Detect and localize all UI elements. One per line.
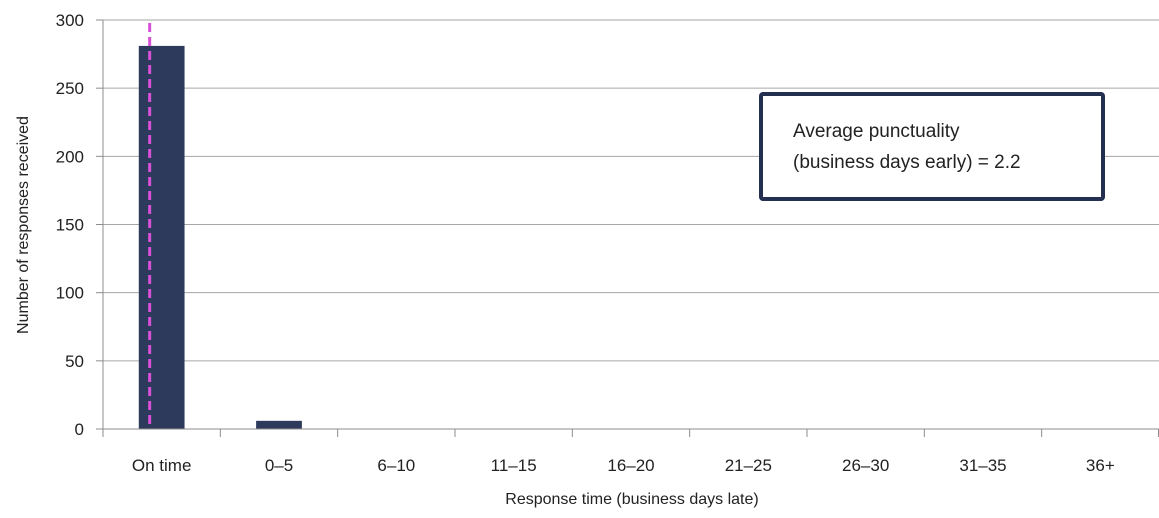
bar-1 bbox=[256, 420, 302, 429]
y-tick-label: 0 bbox=[75, 420, 84, 439]
y-tick-label: 50 bbox=[65, 352, 84, 371]
annotation-line-2: (business days early) = 2.2 bbox=[793, 152, 1021, 173]
y-tick-label: 250 bbox=[56, 79, 84, 98]
y-tick-labels: 0 50 100 150 200 250 300 bbox=[56, 11, 84, 439]
x-tick-label: 11–15 bbox=[491, 456, 537, 475]
bars bbox=[138, 45, 302, 430]
x-tick-label: On time bbox=[132, 456, 192, 475]
y-tick-label: 100 bbox=[56, 284, 84, 303]
x-axis-title: Response time (business days late) bbox=[505, 491, 758, 508]
x-tick-label: 21–25 bbox=[725, 456, 772, 475]
x-tick-label: 0–5 bbox=[265, 456, 293, 475]
annotation-box: Average punctuality (business days early… bbox=[759, 92, 1105, 201]
gridlines bbox=[103, 19, 1159, 362]
y-tick-label: 150 bbox=[56, 216, 84, 235]
x-tick-label: 31–35 bbox=[959, 456, 1006, 475]
y-tick-label: 300 bbox=[56, 11, 84, 30]
x-tick-label: 36+ bbox=[1086, 456, 1115, 475]
y-tick-label: 200 bbox=[56, 147, 84, 166]
bar-0 bbox=[138, 45, 185, 430]
x-tick-label: 6–10 bbox=[377, 456, 415, 475]
x-tick-labels: On time 0–5 6–10 11–15 16–20 21–25 26–30 31–35 3… bbox=[132, 456, 1115, 475]
x-tick-label: 26–30 bbox=[842, 456, 889, 475]
annotation-line-1: Average punctuality bbox=[793, 121, 960, 142]
x-tick-label: 16–20 bbox=[607, 456, 654, 475]
axes bbox=[96, 19, 1159, 437]
y-axis-title: Number of responses received bbox=[15, 116, 32, 334]
